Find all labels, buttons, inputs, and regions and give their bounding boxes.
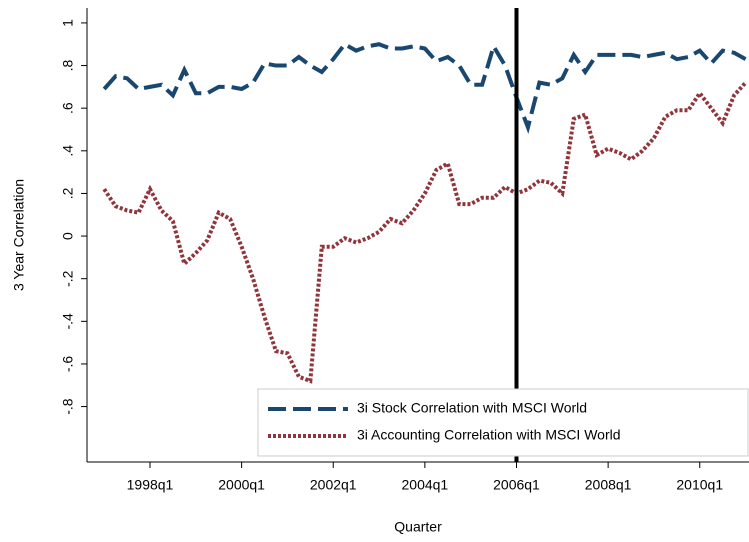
y-tick-label: .4	[60, 145, 76, 157]
legend-label: 3i Accounting Correlation with MSCI Worl…	[357, 427, 621, 443]
y-tick-label: .8	[60, 60, 76, 72]
y-tick-label: 0	[60, 232, 76, 240]
legend-label: 3i Stock Correlation with MSCI World	[357, 400, 587, 416]
x-tick-label: 2006q1	[493, 477, 540, 493]
series-line	[102, 41, 747, 134]
x-tick-label: 2000q1	[218, 477, 265, 493]
y-tick-label: .6	[60, 102, 76, 114]
y-tick-label: 1	[60, 19, 76, 27]
y-tick-label: -.6	[60, 356, 76, 373]
series-line	[102, 81, 748, 384]
x-tick-label: 2008q1	[585, 477, 632, 493]
y-axis-label: 3 Year Correlation	[11, 179, 27, 291]
x-tick-label: 2010q1	[676, 477, 723, 493]
y-tick-label: .2	[60, 187, 76, 199]
x-tick-label: 2004q1	[402, 477, 449, 493]
x-axis-label: Quarter	[394, 519, 442, 535]
y-tick-label: -.2	[60, 270, 76, 287]
legend-box	[257, 388, 749, 457]
x-tick-label: 2002q1	[310, 477, 357, 493]
x-tick-label: 1998q1	[127, 477, 174, 493]
y-tick-label: -.8	[60, 398, 76, 415]
y-tick-label: -.4	[60, 313, 76, 330]
